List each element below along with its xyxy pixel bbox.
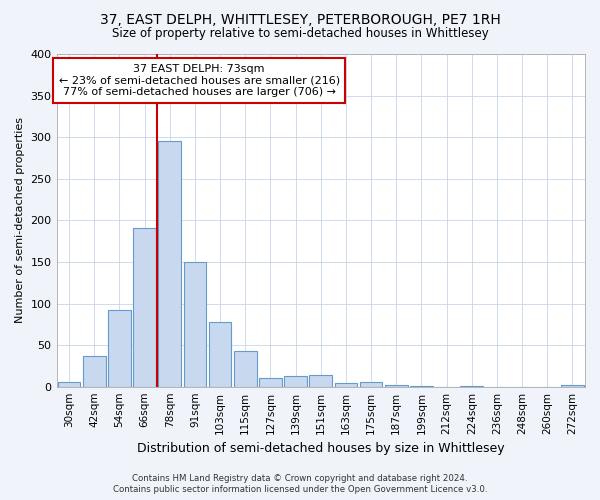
- Text: Size of property relative to semi-detached houses in Whittlesey: Size of property relative to semi-detach…: [112, 28, 488, 40]
- Text: Contains HM Land Registry data © Crown copyright and database right 2024.
Contai: Contains HM Land Registry data © Crown c…: [113, 474, 487, 494]
- Bar: [184, 262, 206, 386]
- Bar: [234, 351, 257, 386]
- Bar: [133, 228, 156, 386]
- Y-axis label: Number of semi-detached properties: Number of semi-detached properties: [15, 118, 25, 324]
- Bar: [158, 142, 181, 386]
- Bar: [209, 322, 232, 386]
- Bar: [58, 382, 80, 386]
- Text: 37, EAST DELPH, WHITTLESEY, PETERBOROUGH, PE7 1RH: 37, EAST DELPH, WHITTLESEY, PETERBOROUGH…: [100, 12, 500, 26]
- Bar: [108, 310, 131, 386]
- Bar: [561, 385, 584, 386]
- X-axis label: Distribution of semi-detached houses by size in Whittlesey: Distribution of semi-detached houses by …: [137, 442, 505, 455]
- Bar: [385, 385, 407, 386]
- Bar: [335, 382, 357, 386]
- Text: 37 EAST DELPH: 73sqm
← 23% of semi-detached houses are smaller (216)
77% of semi: 37 EAST DELPH: 73sqm ← 23% of semi-detac…: [59, 64, 340, 97]
- Bar: [83, 356, 106, 386]
- Bar: [284, 376, 307, 386]
- Bar: [360, 382, 382, 386]
- Bar: [310, 375, 332, 386]
- Bar: [259, 378, 282, 386]
